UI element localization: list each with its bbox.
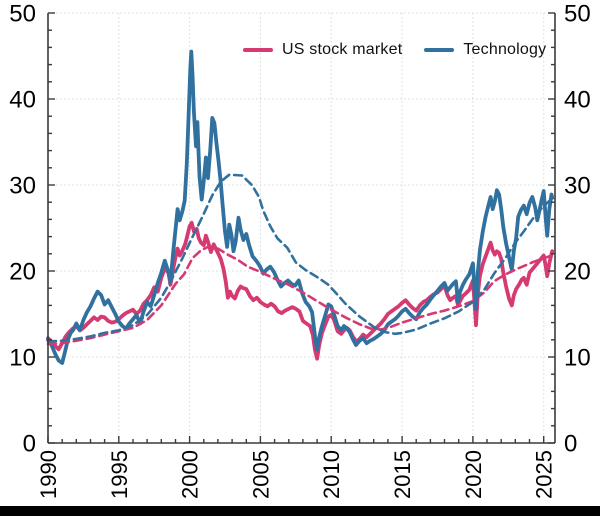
legend-swatch-technology: [424, 48, 455, 52]
svg-text:2005: 2005: [248, 450, 273, 499]
svg-text:1990: 1990: [36, 450, 61, 499]
legend-item-technology: Technology: [424, 41, 546, 59]
y-axis-labels-right: 0 10 20 30 40 50: [564, 0, 591, 457]
bottom-black-bar: [0, 506, 600, 516]
svg-text:40: 40: [564, 86, 591, 113]
tick-marks: [47, 12, 555, 444]
svg-text:2015: 2015: [390, 450, 415, 499]
svg-text:0: 0: [564, 430, 577, 457]
svg-text:0: 0: [23, 430, 36, 457]
svg-text:50: 50: [564, 0, 591, 27]
x-axis-labels: 1990 1995 2000 2005 2010 2015 2020 2025: [36, 450, 557, 499]
svg-text:2010: 2010: [319, 450, 344, 499]
svg-text:30: 30: [9, 172, 36, 199]
legend-label-technology: Technology: [463, 41, 547, 58]
series-3-dashed: [46, 173, 554, 343]
legend-item-us-stock-market: US stock market: [243, 41, 402, 59]
svg-text:2025: 2025: [532, 450, 557, 499]
axes: [47, 13, 556, 444]
svg-text:2000: 2000: [178, 450, 203, 499]
legend-label-us-stock-market: US stock market: [282, 41, 403, 58]
svg-text:10: 10: [564, 344, 591, 371]
svg-text:20: 20: [564, 258, 591, 285]
y-axis-labels-left: 0 10 20 30 40 50: [9, 0, 36, 457]
svg-text:10: 10: [9, 344, 36, 371]
svg-text:20: 20: [9, 258, 36, 285]
svg-text:1995: 1995: [107, 450, 132, 499]
series-2-dashed: [46, 245, 554, 346]
series-0-solid: [46, 220, 555, 361]
svg-text:2020: 2020: [461, 450, 486, 499]
svg-text:40: 40: [9, 86, 36, 113]
gridlines: [48, 12, 555, 443]
svg-text:30: 30: [564, 172, 591, 199]
legend: US stock market Technology: [243, 41, 546, 59]
legend-swatch-us-stock-market: [243, 48, 273, 52]
svg-text:50: 50: [9, 0, 36, 27]
